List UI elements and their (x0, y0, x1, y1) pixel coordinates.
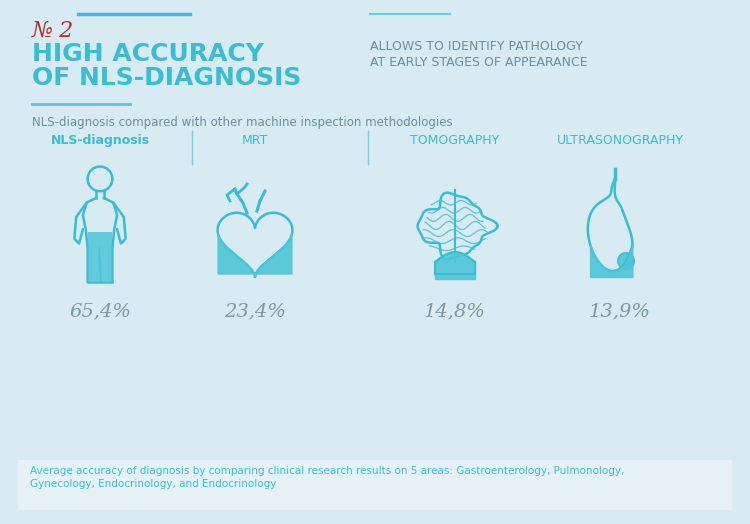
Text: TOMOGRAPHY: TOMOGRAPHY (410, 134, 500, 147)
Text: ALLOWS TO IDENTIFY PATHOLOGY: ALLOWS TO IDENTIFY PATHOLOGY (370, 40, 583, 53)
Text: NLS-diagnosis: NLS-diagnosis (50, 134, 149, 147)
Text: MRT: MRT (242, 134, 268, 147)
Text: OF NLS-DIAGNOSIS: OF NLS-DIAGNOSIS (32, 66, 302, 90)
Text: № 2: № 2 (32, 20, 74, 42)
Text: 23,4%: 23,4% (224, 302, 286, 320)
Text: NLS-diagnosis compared with other machine inspection methodologies: NLS-diagnosis compared with other machin… (32, 116, 452, 129)
Polygon shape (88, 232, 112, 281)
Text: Gynecology, Endocrinology, and Endocrinology: Gynecology, Endocrinology, and Endocrino… (30, 479, 276, 489)
Text: AT EARLY STAGES OF APPEARANCE: AT EARLY STAGES OF APPEARANCE (370, 56, 588, 69)
Circle shape (618, 253, 634, 269)
Text: ULTRASONOGRAPHY: ULTRASONOGRAPHY (556, 134, 683, 147)
FancyBboxPatch shape (18, 460, 732, 510)
Text: 14,8%: 14,8% (424, 302, 486, 320)
Text: 13,9%: 13,9% (589, 302, 651, 320)
Text: Average accuracy of diagnosis by comparing clinical research results on 5 areas:: Average accuracy of diagnosis by compari… (30, 466, 624, 476)
Text: HIGH ACCURACY: HIGH ACCURACY (32, 42, 264, 66)
Text: 65,4%: 65,4% (69, 302, 131, 320)
